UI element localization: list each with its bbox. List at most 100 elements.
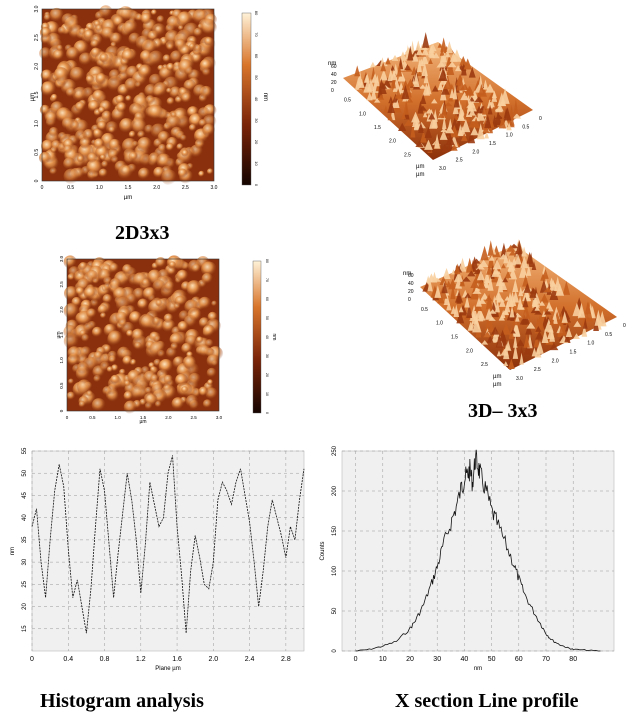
- x-tick-label: 3.0: [211, 185, 218, 191]
- x-tick-label: 1.0: [96, 185, 103, 191]
- colorbar: [241, 12, 252, 186]
- y-tick-label: 250: [332, 445, 338, 456]
- x-tick-label: 2.5: [182, 185, 189, 191]
- y-tick-label: 35: [22, 536, 28, 543]
- y-tick-label: 200: [332, 485, 338, 496]
- x-tick-label: 1.5: [125, 185, 132, 191]
- x-tick-label: 0.5: [89, 415, 96, 420]
- depth-tick-label: 2.5: [481, 362, 488, 368]
- x-tick-label: 30: [433, 656, 441, 663]
- x-tick-label: 2.0: [153, 185, 160, 191]
- x-axis-label: µm: [124, 195, 132, 200]
- colorbar-tick-label: 40: [265, 335, 269, 339]
- colorbar-tick-label: 40: [254, 97, 259, 102]
- y-tick-label: 0: [59, 409, 64, 412]
- afm-3d-topography-top: nm 60 40 20 0 0.5 1.0 1.5 2.0 2.5 0 0.5 1.0 1.5 2.0…: [318, 20, 558, 185]
- afm-2d-topography-mid: 0 0.5 1.0 1.5 2.0 2.5 3.0 0 0.5 1.0 1.5 2.0 2.5 3.0 …: [55, 255, 285, 425]
- colorbar-tick-label: 20: [265, 373, 269, 377]
- z-tick-labels: 60 40 20 0: [408, 273, 414, 303]
- x-tick-label: 10: [379, 656, 387, 663]
- colorbar-tick-label: 60: [254, 54, 259, 59]
- x-tick-label: 0.4: [63, 656, 73, 663]
- z-tick-label: 20: [408, 289, 414, 295]
- x-axis-label: Plane µm: [155, 666, 180, 672]
- depth-tick-label: 2.0: [389, 139, 396, 145]
- right-tick-label: 2.0: [552, 358, 559, 364]
- right-tick-label: 3.0: [439, 166, 446, 172]
- z-axis-label: nm: [403, 271, 411, 277]
- y-tick-label: 0: [34, 179, 40, 182]
- x-tick-label: 1.5: [140, 415, 147, 420]
- x-tick-label: 40: [461, 656, 469, 663]
- depth-tick-label: 0.5: [344, 98, 351, 104]
- colorbar: [252, 260, 262, 414]
- x-tick-label: 0.8: [100, 656, 110, 663]
- z-tick-label: 0: [408, 297, 411, 303]
- caption-3d: 3D– 3x3: [468, 400, 538, 422]
- depth-tick-label: 1.5: [451, 335, 458, 341]
- x-tick-label: 0: [41, 185, 44, 191]
- colorbar-tick-label: 50: [254, 75, 259, 80]
- x-tick-label: 0: [30, 656, 34, 663]
- depth-tick-label: 2.5: [404, 152, 411, 158]
- plot-area: [31, 450, 305, 652]
- height-profile-chart: 0 0.4 0.8 1.2 1.6 2.0 2.4 2.8 15 20 25 30 35 40 45 50 55…: [10, 445, 310, 675]
- depth-axis-label: µm: [416, 164, 424, 170]
- x-axis-label: nm: [474, 666, 482, 672]
- colorbar-tick-label: 70: [265, 278, 269, 282]
- x-tick-label: 80: [569, 656, 577, 663]
- colorbar-tick-label: 80: [265, 259, 269, 263]
- colorbar-tick-label: 10: [254, 161, 259, 166]
- right-axis-label: µm: [493, 382, 501, 388]
- colorbar-tick-label: 60: [265, 297, 269, 301]
- afm-3d-mid-svg: nm 60 40 20 0 0.5 1.0 1.5 2.0 2.5 0 0.5 1.0 1.5 2.0…: [403, 239, 626, 388]
- colorbar-tick-label: 30: [254, 118, 259, 123]
- y-tick-label: 45: [22, 491, 28, 498]
- x-tick-label: 70: [542, 656, 550, 663]
- y-tick-label: 40: [22, 514, 28, 521]
- z-tick-label: 60: [408, 273, 414, 279]
- colorbar-label: nm: [271, 334, 277, 341]
- y-tick-label: 25: [22, 580, 28, 587]
- y-tick-label: 1.5: [34, 91, 40, 98]
- y-axis-label: µm: [30, 93, 36, 101]
- y-tick-label: 150: [332, 525, 338, 536]
- y-tick-label: 1.0: [59, 357, 64, 364]
- height-histogram-svg: 0 10 20 30 40 50 60 70 80 0 50 100 150 200 250 nm Counts: [320, 445, 615, 672]
- x-tick-label: 1.0: [115, 415, 122, 420]
- colorbar-tick-label: 50: [265, 316, 269, 320]
- right-tick-label: 0.5: [522, 124, 529, 130]
- z-tick-label: 20: [331, 80, 337, 86]
- z-axis-label: nm: [328, 61, 336, 67]
- x-tick-label: 2.5: [191, 415, 198, 420]
- right-tick-label: 1.0: [587, 341, 594, 347]
- y-tick-label: 0.5: [34, 149, 40, 156]
- afm-2d-topography-top: 0 0.5 1.0 1.5 2.0 2.5 3.0 0 0.5 1.0 1.5 2.0 2.5 3.0 …: [28, 5, 278, 201]
- y-tick-label: 2.0: [34, 63, 40, 70]
- caption-histogram: Histogram analysis: [40, 690, 204, 712]
- y-tick-label: 0.5: [59, 382, 64, 389]
- right-tick-labels: 0 0.5 1.0 1.5 2.0 2.5 3.0: [516, 323, 626, 382]
- colorbar-tick-label: 80: [254, 11, 259, 16]
- colorbar-tick-label: 70: [254, 32, 259, 37]
- y-axis-label: Counts: [320, 541, 326, 560]
- x-axis-label: µm: [139, 419, 146, 425]
- y-tick-labels: 0 0.5 1.0 1.5 2.0 2.5 3.0: [34, 5, 40, 182]
- y-tick-label: 2.5: [59, 281, 64, 288]
- y-tick-label: 50: [332, 607, 338, 614]
- depth-tick-labels: 0.5 1.0 1.5 2.0 2.5: [344, 98, 411, 159]
- data-series-line: [355, 449, 601, 652]
- x-tick-label: 0: [354, 656, 358, 663]
- height-profile-svg: 0 0.4 0.8 1.2 1.6 2.0 2.4 2.8 15 20 25 30 35 40 45 50 55…: [10, 447, 305, 672]
- colorbar-ticks: 0 10 20 30 40 50 60 70 80: [254, 11, 259, 187]
- caption-2d: 2D3x3: [115, 222, 170, 244]
- colorbar-ticks: 0 10 20 30 40 50 60 70 80: [265, 259, 269, 414]
- depth-tick-label: 1.5: [374, 125, 381, 131]
- x-tick-label: 2.8: [281, 656, 291, 663]
- x-tick-label: 0.5: [67, 185, 74, 191]
- y-tick-label: 3.0: [34, 5, 40, 12]
- depth-axis-label: µm: [493, 374, 501, 380]
- right-tick-label: 2.0: [472, 149, 479, 155]
- x-tick-label: 50: [488, 656, 496, 663]
- y-tick-label: 2.0: [59, 306, 64, 313]
